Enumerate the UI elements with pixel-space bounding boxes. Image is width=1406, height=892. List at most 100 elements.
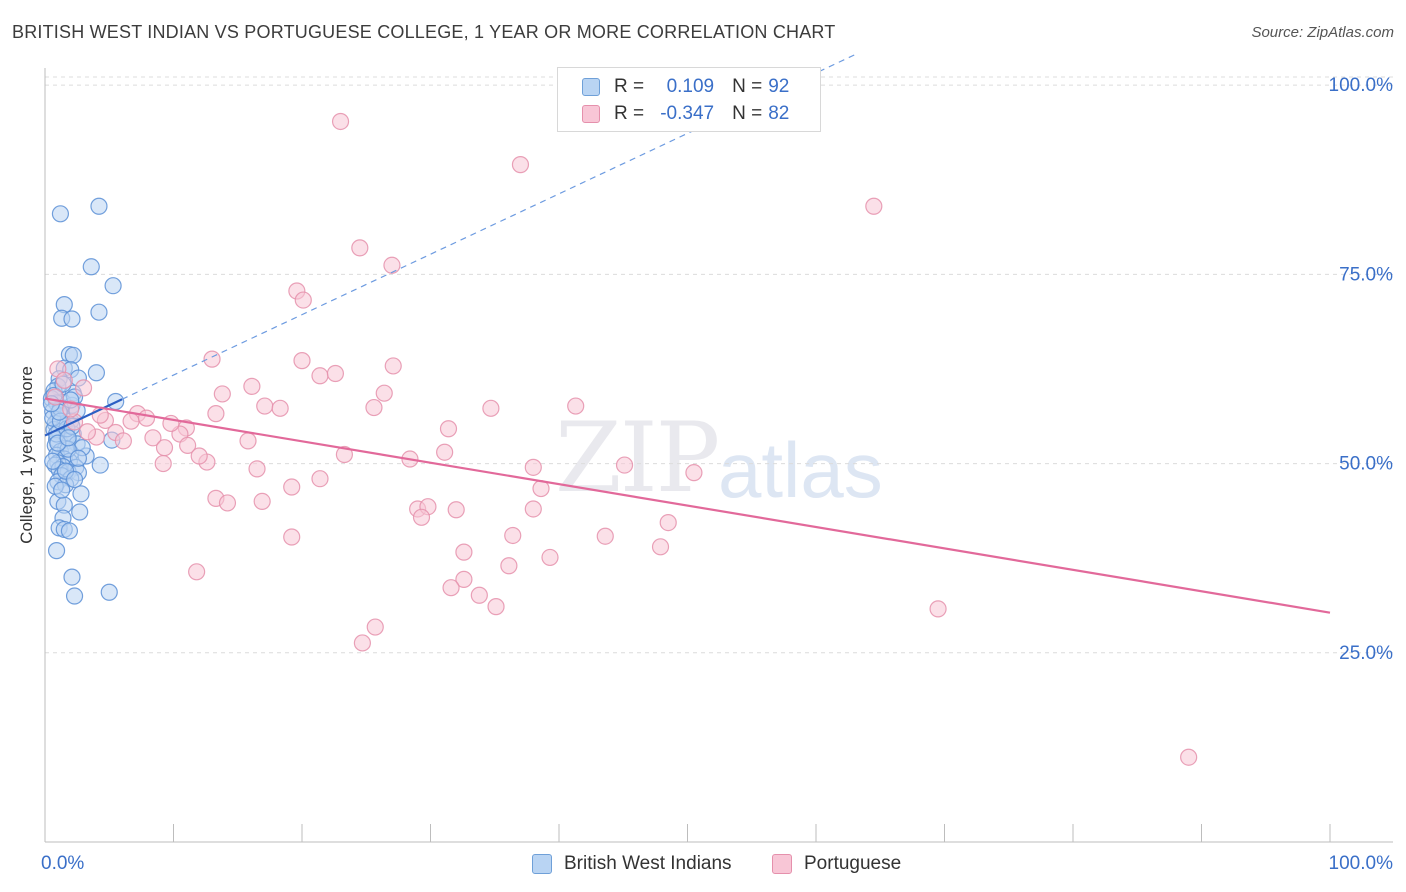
- legend-n-label: N =: [732, 76, 763, 97]
- pink-point: [651, 538, 670, 556]
- pink-point: [335, 445, 354, 464]
- y-tick-label: 25.0%: [1339, 643, 1393, 664]
- pink-point: [283, 528, 301, 546]
- pink-point: [248, 460, 266, 478]
- bottom-legend-blue: British West Indians: [532, 852, 732, 876]
- pink-point: [218, 494, 237, 512]
- blue-point: [59, 429, 77, 447]
- pink-point: [154, 454, 172, 473]
- pink-point: [375, 384, 393, 402]
- pink-point: [155, 439, 174, 457]
- blue-point: [69, 449, 88, 467]
- blue-point: [91, 456, 109, 474]
- blue-point: [51, 205, 70, 223]
- pink-point: [239, 432, 257, 450]
- blue-point: [44, 452, 62, 470]
- pink-point: [122, 412, 140, 430]
- pink-point: [524, 458, 542, 476]
- bottom-legend-swatch-pink: [772, 854, 792, 874]
- bottom-legend-label-pink: Portuguese: [804, 853, 902, 874]
- pink-point: [436, 443, 454, 461]
- legend-r-value-blue: 0.109: [666, 76, 715, 97]
- blue-point: [65, 587, 84, 605]
- pink-point: [447, 501, 465, 519]
- pink-point: [114, 432, 132, 450]
- watermark-atlas: atlas: [718, 426, 883, 514]
- blue-point: [63, 568, 81, 586]
- pink-point: [188, 563, 206, 581]
- legend-r-value-pink: -0.347: [660, 103, 715, 124]
- pink-point: [256, 397, 274, 415]
- pink-point: [271, 399, 289, 417]
- pink-point: [179, 436, 197, 455]
- pink-point: [384, 357, 402, 375]
- pink-point: [567, 397, 585, 415]
- blue-point: [47, 542, 66, 560]
- blue-point: [53, 481, 71, 499]
- blue-point: [63, 310, 81, 328]
- blue-point: [87, 364, 106, 382]
- legend-row-pink: R = -0.347 N = 82: [582, 102, 789, 126]
- pink-point: [283, 478, 301, 496]
- pink-point: [207, 405, 225, 423]
- blue-trend-line: [44, 398, 123, 437]
- pink-point: [326, 364, 345, 383]
- pink-point: [311, 470, 329, 488]
- pink-point: [190, 447, 208, 465]
- chart-title: BRITISH WEST INDIAN VS PORTUGUESE COLLEG…: [12, 22, 836, 42]
- pink-point: [487, 598, 505, 616]
- pink-point: [455, 543, 473, 561]
- blue-point: [104, 277, 122, 295]
- pink-point: [365, 398, 383, 417]
- pink-point: [383, 256, 401, 274]
- pink-trend-line: [44, 397, 1331, 614]
- pink-point: [442, 579, 460, 597]
- legend-swatch-pink: [582, 105, 600, 123]
- pink-point: [541, 548, 559, 567]
- pink-point: [596, 527, 614, 545]
- pink-point: [137, 409, 156, 427]
- blue-point: [82, 258, 100, 276]
- y-tick-label: 75.0%: [1339, 264, 1393, 285]
- pink-point: [46, 388, 64, 406]
- pink-point: [482, 399, 500, 417]
- source-label: Source: ZipAtlas.com: [1251, 24, 1394, 41]
- pink-point: [351, 239, 369, 257]
- pink-point: [331, 112, 350, 131]
- y-tick-label: 100.0%: [1329, 75, 1394, 96]
- y-axis-label: College, 1 year or more: [17, 366, 36, 544]
- pink-point: [455, 570, 473, 588]
- legend-r-label: R =: [614, 103, 645, 124]
- pink-point: [615, 456, 634, 474]
- pink-point: [865, 197, 883, 215]
- blue-point: [90, 197, 108, 215]
- pink-point: [294, 291, 312, 309]
- pink-point: [439, 420, 458, 438]
- y-tick-label: 50.0%: [1339, 454, 1393, 475]
- pink-point: [929, 600, 947, 618]
- pink-point: [524, 500, 542, 518]
- blue-point: [65, 470, 84, 489]
- x-tick-label: 100.0%: [1329, 853, 1394, 874]
- pink-point: [412, 508, 431, 526]
- pink-point: [62, 400, 80, 418]
- pink-point: [511, 156, 530, 174]
- pink-point: [366, 618, 384, 636]
- pink-point: [253, 492, 271, 511]
- legend-n-label: N =: [732, 103, 763, 124]
- blue-point: [72, 485, 90, 503]
- bottom-legend-swatch-blue: [532, 854, 552, 874]
- pink-point: [243, 377, 261, 395]
- blue-point: [60, 522, 79, 540]
- legend-n-value-blue: 92: [768, 76, 790, 97]
- pink-point: [293, 352, 311, 370]
- bottom-legend-pink: Portuguese: [772, 852, 901, 876]
- watermark-zip: ZIP: [555, 402, 720, 514]
- blue-point: [100, 583, 118, 601]
- pink-point: [74, 379, 93, 397]
- pink-point: [504, 526, 522, 545]
- correlation-legend: R = 0.109 N = 92 R = -0.347 N = 82: [557, 67, 821, 132]
- x-tick-label: 0.0%: [41, 853, 84, 874]
- pink-point: [1180, 748, 1198, 766]
